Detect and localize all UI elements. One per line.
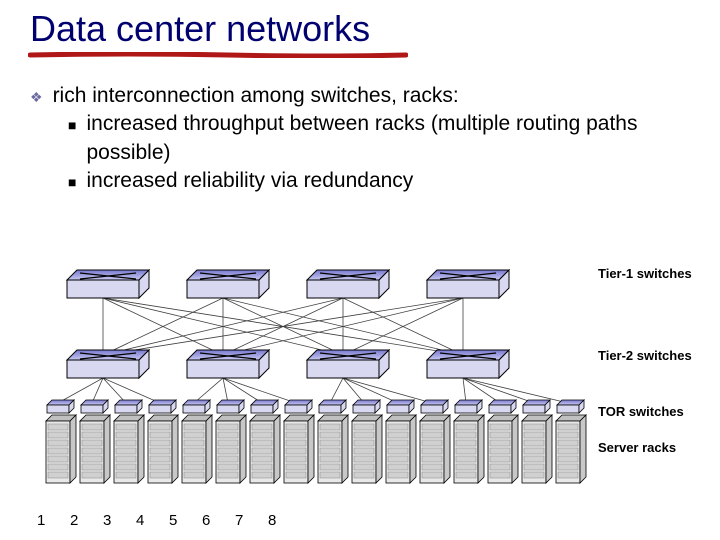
label-tier1: Tier-1 switches (598, 266, 692, 281)
slide-title: Data center networks (30, 8, 370, 50)
title-underline (28, 52, 408, 58)
label-racks: Server racks (598, 440, 676, 455)
rack-numbers: 12345678 (37, 512, 301, 529)
square-icon: ■ (68, 116, 76, 167)
network-diagram (28, 260, 588, 510)
bullet-sub-1: increased throughput between racks (mult… (86, 110, 690, 167)
bullet-list: ❖ rich interconnection among switches, r… (30, 82, 690, 195)
bullet-sub-2: increased reliability via redundancy (86, 167, 690, 195)
square-icon: ■ (68, 173, 76, 195)
label-tier2: Tier-2 switches (598, 348, 692, 363)
diamond-icon: ❖ (30, 88, 43, 110)
label-tor: TOR switches (598, 404, 684, 419)
bullet-main: rich interconnection among switches, rac… (53, 82, 459, 110)
